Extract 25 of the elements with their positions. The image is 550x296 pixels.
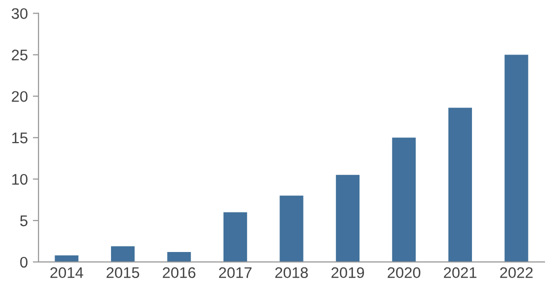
x-tick-label: 2022 xyxy=(500,267,533,278)
x-tick-label: 2017 xyxy=(219,267,252,278)
bar xyxy=(111,246,135,262)
x-tick-label: 2016 xyxy=(162,267,196,278)
bar xyxy=(54,255,78,262)
x-tick-label: 2014 xyxy=(50,267,84,278)
bar xyxy=(392,138,416,262)
x-tick-label: 2020 xyxy=(388,267,420,278)
y-tick-label: 0 xyxy=(20,256,28,268)
y-tick-label: 30 xyxy=(12,8,28,20)
x-tick-label: 2021 xyxy=(444,267,476,278)
bar xyxy=(223,212,248,262)
bar xyxy=(280,196,304,262)
bar xyxy=(336,174,360,262)
x-tick-label: 2019 xyxy=(332,267,364,278)
x-tick-label: 2018 xyxy=(275,267,308,278)
x-tick-label: 2015 xyxy=(106,267,140,278)
y-tick-label: 5 xyxy=(20,216,28,226)
bar xyxy=(167,252,191,262)
y-tick-label: 20 xyxy=(12,91,28,102)
y-tick-label: 25 xyxy=(12,50,28,60)
y-tick-label: 15 xyxy=(12,132,28,144)
bar xyxy=(504,54,528,262)
bar xyxy=(448,108,472,262)
y-tick-label: 10 xyxy=(12,174,28,185)
